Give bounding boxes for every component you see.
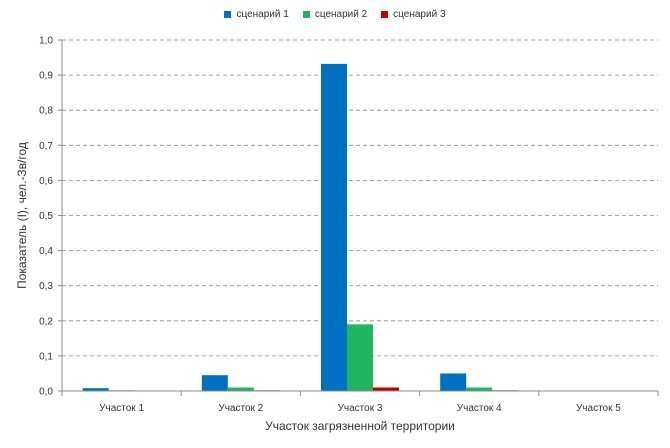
x-tick-labels: Участок 1 Участок 2 Участок 3 Участок 4 Учас… bbox=[99, 403, 621, 414]
y-tick-label: 0,9 bbox=[39, 71, 53, 82]
legend-swatch-series-2 bbox=[302, 11, 310, 18]
y-tick-label: 0,2 bbox=[39, 316, 53, 327]
bar-3 bbox=[373, 387, 399, 391]
x-tick-label: Участок 2 bbox=[218, 403, 263, 414]
y-tick-label: 0,6 bbox=[39, 176, 53, 187]
legend-label-series-1: сценарий 1 bbox=[236, 9, 289, 20]
bar-1 bbox=[201, 375, 228, 391]
y-tick-label: 1,0 bbox=[39, 36, 53, 47]
y-tick-label: 0,1 bbox=[39, 351, 53, 362]
y-tick-labels: 0,0 0,1 0,2 0,3 0,4 0,5 0,6 0,7 0,8 0,9 1,0 bbox=[39, 36, 53, 398]
y-tick-label: 0,7 bbox=[39, 141, 53, 152]
bar-2 bbox=[347, 324, 373, 391]
bar-2 bbox=[466, 387, 493, 391]
legend-swatch-series-1 bbox=[224, 11, 232, 18]
bar-1 bbox=[321, 63, 347, 391]
y-tick-label: 0,0 bbox=[39, 387, 53, 398]
x-tick-label: Участок 5 bbox=[576, 403, 621, 414]
legend-swatch-series-3 bbox=[381, 11, 389, 18]
x-tick-label: Участок 4 bbox=[457, 403, 502, 414]
x-tick-label: Участок 1 bbox=[99, 403, 144, 414]
legend-item-series-2: сценарий 2 bbox=[302, 9, 368, 20]
y-tick-label: 0,4 bbox=[39, 246, 53, 257]
legend: сценарий 1 сценарий 2 сценарий 3 bbox=[0, 9, 670, 20]
legend-label-series-2: сценарий 2 bbox=[314, 9, 368, 20]
legend-label-series-3: сценарий 3 bbox=[393, 9, 446, 20]
axes bbox=[58, 39, 659, 396]
bar-1 bbox=[440, 373, 467, 391]
x-axis-title: Участок загрязненной территории bbox=[265, 419, 455, 433]
legend-item-series-1: сценарий 1 bbox=[224, 9, 289, 20]
legend-item-series-3: сценарий 3 bbox=[381, 9, 446, 20]
x-tick-label: Участок 3 bbox=[338, 403, 383, 414]
y-axis-title: Показатель (I), чел.-Зв/год bbox=[15, 142, 29, 289]
bar-2 bbox=[227, 387, 254, 391]
y-tick-label: 0,3 bbox=[39, 281, 53, 292]
bars bbox=[82, 63, 519, 391]
grid-lines bbox=[62, 39, 658, 357]
y-tick-label: 0,5 bbox=[39, 211, 53, 222]
bar-1 bbox=[82, 388, 109, 391]
y-tick-label: 0,8 bbox=[39, 106, 53, 117]
